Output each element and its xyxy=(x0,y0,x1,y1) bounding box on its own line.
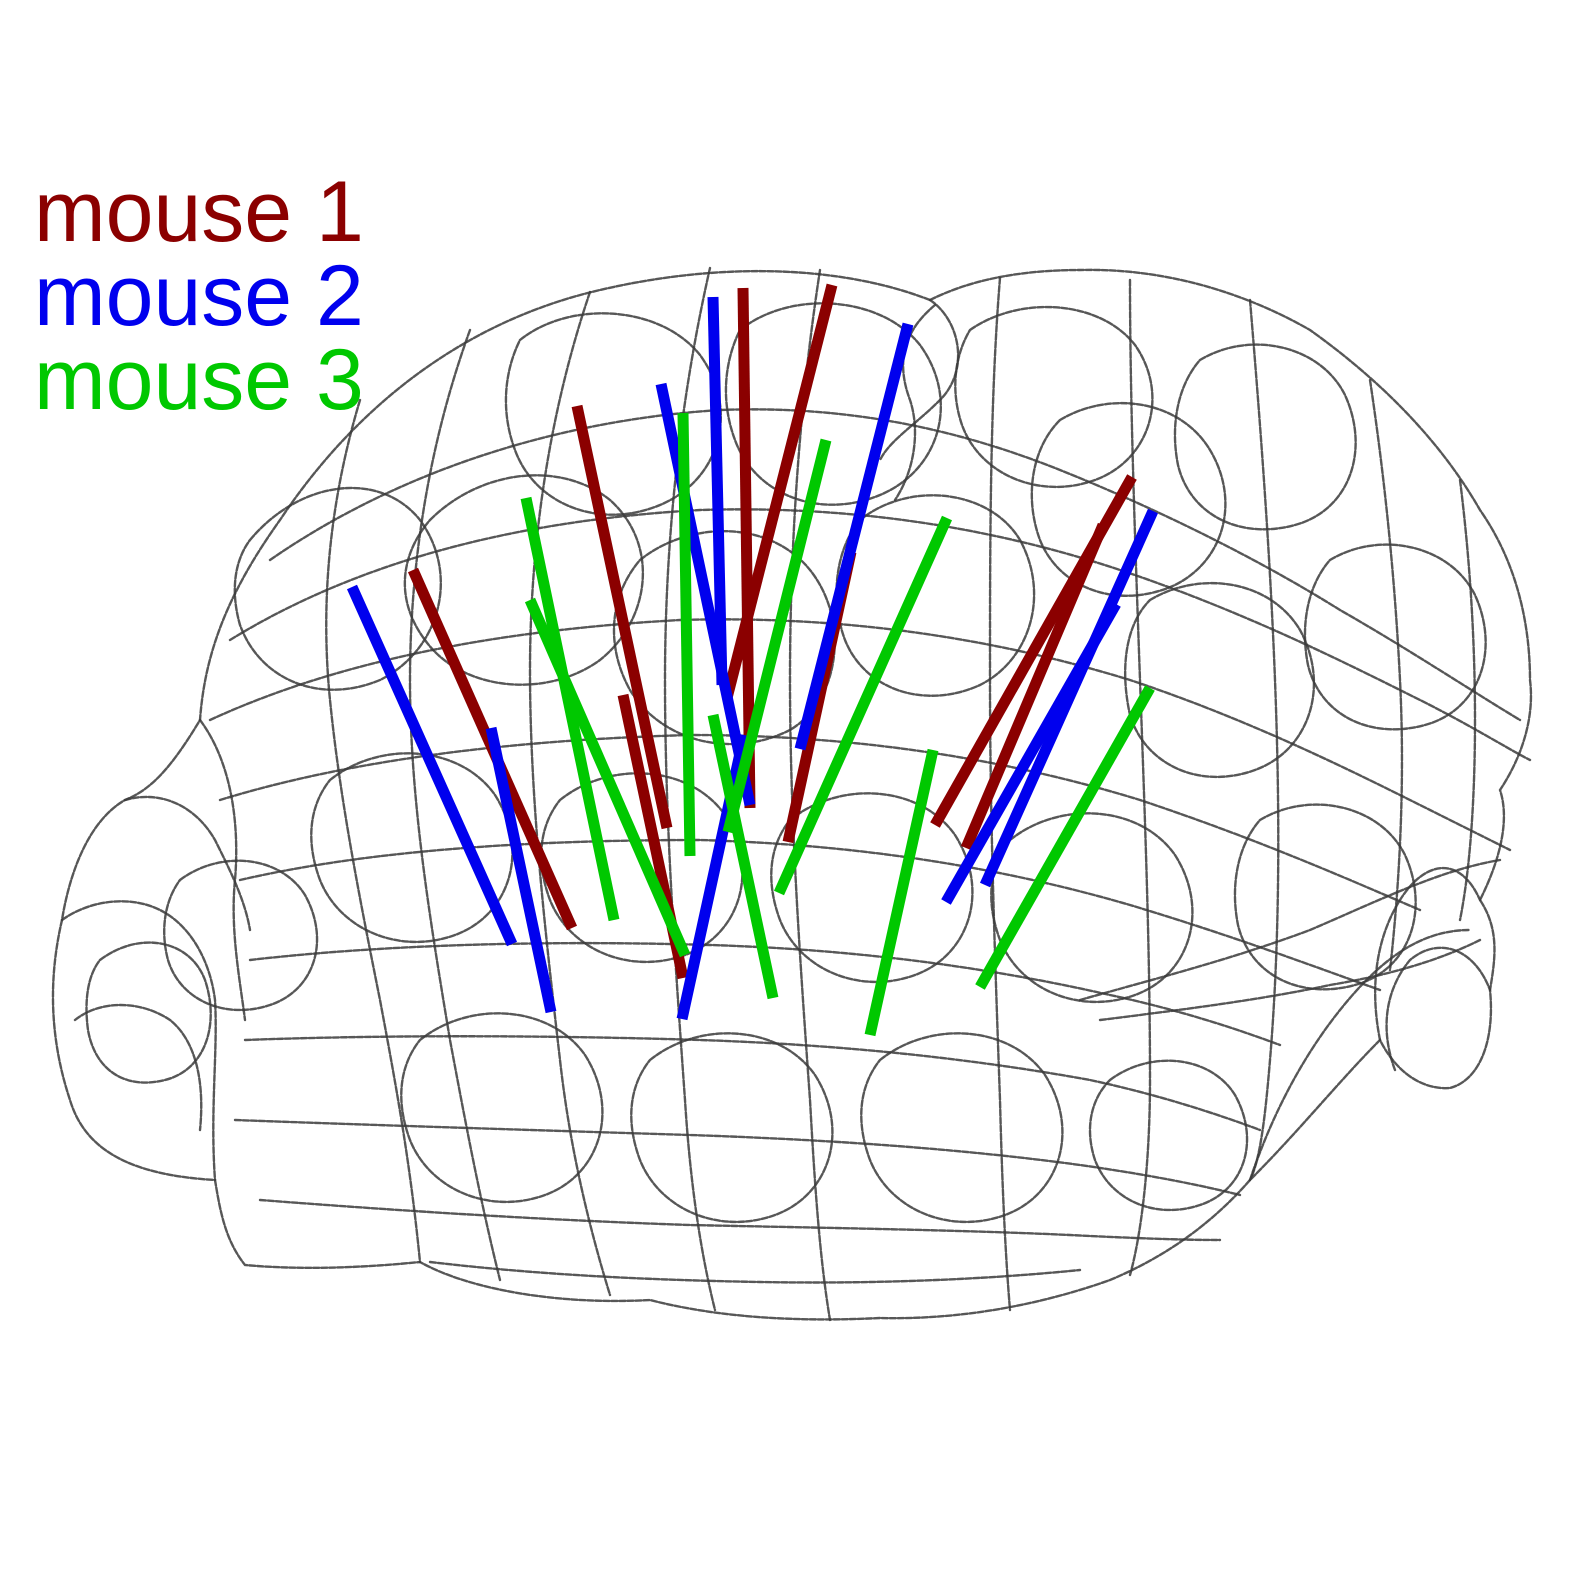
probe-mouse-3 xyxy=(524,597,691,958)
brain-wireframe-outline xyxy=(51,266,1533,1322)
probe-mouse-3 xyxy=(722,438,832,834)
probe-mouse-3 xyxy=(707,713,779,1000)
probe-mouse-2 xyxy=(794,322,914,751)
probe-mouse-2 xyxy=(655,382,756,807)
probe-mouse-2 xyxy=(979,508,1159,888)
probe-mouse-3 xyxy=(520,496,620,922)
probe-mouse-3 xyxy=(975,685,1155,990)
legend-entry-mouse-2: mouse 2 xyxy=(34,248,364,344)
probe-tracks xyxy=(346,283,1159,1037)
probe-mouse-2 xyxy=(941,601,1121,905)
probe-mouse-3 xyxy=(677,412,696,857)
probe-mouse-2 xyxy=(707,296,728,686)
legend-entry-mouse-3: mouse 3 xyxy=(34,332,364,428)
probe-mouse-1 xyxy=(721,283,838,700)
legend: mouse 1 mouse 2 mouse 3 xyxy=(34,164,364,428)
probe-mouse-2 xyxy=(485,726,557,1014)
probe-mouse-2 xyxy=(676,733,750,1021)
probe-mouse-3 xyxy=(773,515,953,896)
probe-mouse-1 xyxy=(960,522,1109,851)
probe-mouse-1 xyxy=(737,287,756,809)
probe-mouse-1 xyxy=(571,404,673,830)
legend-entry-mouse-1: mouse 1 xyxy=(34,164,364,260)
probe-mouse-2 xyxy=(346,584,518,947)
probe-mouse-3 xyxy=(864,748,939,1037)
